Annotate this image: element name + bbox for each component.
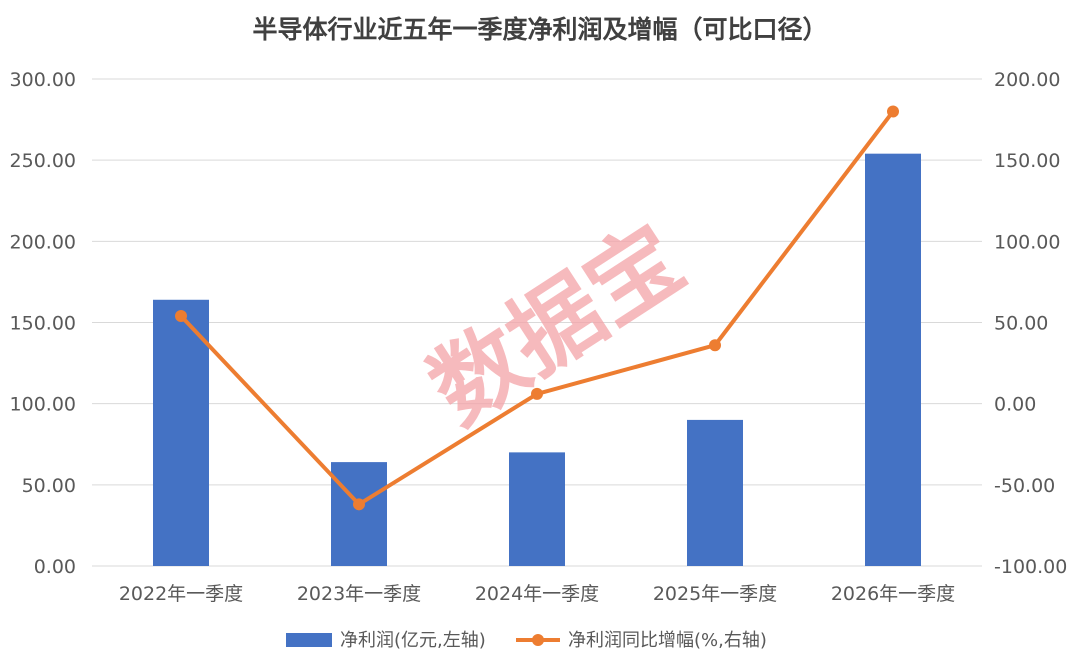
right-tick-label: -50.00 <box>994 475 1055 497</box>
right-tick-label: 0.00 <box>994 394 1036 416</box>
category-label: 2025年一季度 <box>653 583 777 605</box>
right-axis-ticks: -100.00 -50.00 0.00 50.00 100.00 150.00 200.00 <box>994 69 1067 578</box>
legend: 净利润(亿元,左轴) 净利润同比增幅(%,右轴) <box>286 630 767 651</box>
bar <box>509 452 565 566</box>
category-label: 2023年一季度 <box>297 583 421 605</box>
category-label: 2024年一季度 <box>475 583 599 605</box>
left-tick-label: 150.00 <box>10 313 76 335</box>
bar-series <box>153 153 921 566</box>
category-labels: 2022年一季度 2023年一季度 2024年一季度 2025年一季度 2026年一季度 <box>119 583 955 605</box>
right-tick-label: 100.00 <box>994 231 1060 253</box>
right-tick-label: 150.00 <box>994 150 1060 172</box>
bar <box>865 153 921 566</box>
category-label: 2022年一季度 <box>119 583 243 605</box>
left-tick-label: 50.00 <box>22 475 76 497</box>
left-tick-label: 200.00 <box>10 231 76 253</box>
legend-bar-swatch <box>286 633 332 647</box>
right-tick-label: 50.00 <box>994 313 1048 335</box>
left-tick-label: 100.00 <box>10 394 76 416</box>
bar <box>331 462 387 566</box>
bar <box>153 299 209 566</box>
category-label: 2026年一季度 <box>831 583 955 605</box>
left-tick-label: 250.00 <box>10 150 76 172</box>
chart-title: 半导体行业近五年一季度净利润及增幅（可比口径） <box>252 15 828 44</box>
line-series <box>175 105 899 511</box>
right-tick-label: -100.00 <box>994 556 1067 578</box>
line-point <box>709 339 721 352</box>
line-point <box>353 498 365 511</box>
right-tick-label: 200.00 <box>994 69 1060 91</box>
line-point <box>887 105 899 118</box>
bar <box>687 419 743 566</box>
legend-bar-label: 净利润(亿元,左轴) <box>340 630 486 651</box>
line-point <box>531 387 543 400</box>
legend-line-label: 净利润同比增幅(%,右轴) <box>568 630 767 651</box>
left-axis-ticks: 0.00 50.00 100.00 150.00 200.00 250.00 300.00 <box>10 69 76 578</box>
legend-line-marker <box>532 634 544 646</box>
line-point <box>175 310 187 323</box>
left-tick-label: 0.00 <box>34 556 76 578</box>
left-tick-label: 300.00 <box>10 69 76 91</box>
